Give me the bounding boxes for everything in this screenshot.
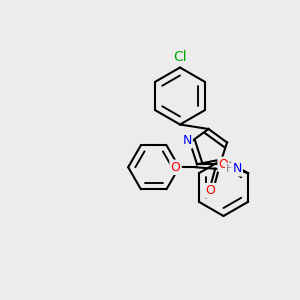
Text: Cl: Cl xyxy=(173,50,187,64)
Text: N: N xyxy=(232,162,242,175)
Text: H: H xyxy=(226,164,234,174)
Text: O: O xyxy=(219,158,229,171)
Text: N: N xyxy=(182,134,192,148)
Text: O: O xyxy=(206,184,216,197)
Text: O: O xyxy=(171,161,181,174)
